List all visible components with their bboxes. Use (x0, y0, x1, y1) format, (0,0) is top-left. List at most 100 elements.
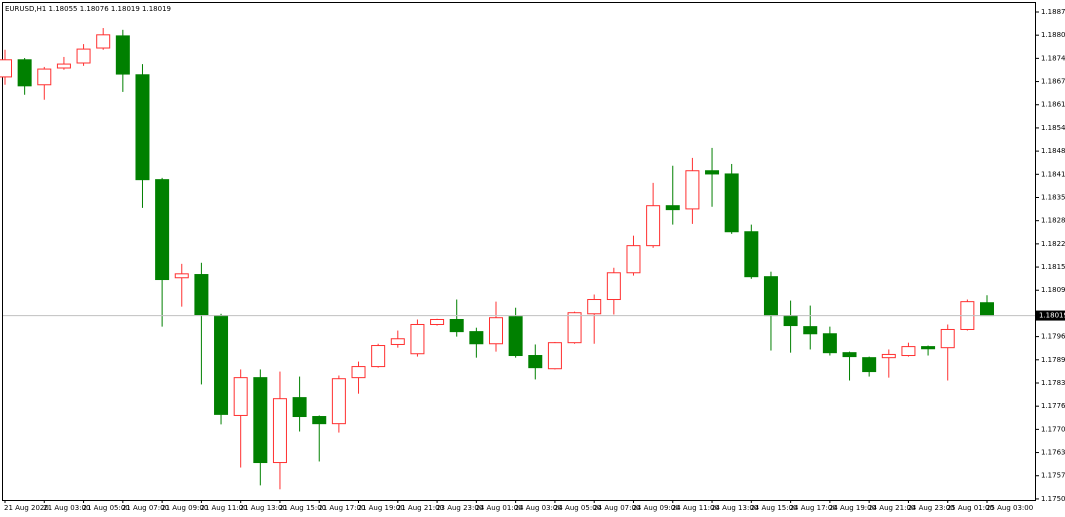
candle-body (390, 338, 405, 345)
y-tick-label: 1.17635 (1041, 449, 1065, 457)
x-tick-label: 24 Aug 05:00 (554, 504, 601, 512)
candle-body (430, 318, 445, 325)
candle-body (724, 173, 739, 233)
candle-body (665, 205, 680, 211)
candle-body (646, 205, 661, 247)
candle-body (547, 342, 562, 370)
candle-body (0, 59, 12, 78)
candle-body (214, 315, 229, 415)
y-tick-label: 1.17505 (1041, 495, 1065, 503)
candle-body (56, 63, 71, 69)
x-tick-label: 21 Aug 13:00 (240, 504, 287, 512)
candle-body (155, 179, 170, 281)
candle-body (940, 328, 955, 349)
last-price-box (1036, 310, 1065, 321)
y-tick-label: 1.17765 (1041, 402, 1065, 410)
x-tick-label: 23 Aug 23:00 (436, 504, 483, 512)
candle-body (685, 170, 700, 210)
candle-body (469, 331, 484, 345)
y-tick-label: 1.18090 (1041, 286, 1065, 294)
candle-body (881, 353, 896, 359)
x-tick-label: 25 Aug 03:00 (986, 504, 1033, 512)
last-price-label: 1.18019 (1039, 312, 1065, 320)
candle-body (763, 276, 778, 317)
x-tick-label: 21 Aug 11:00 (200, 504, 247, 512)
candle-body (980, 302, 994, 317)
y-tick-label: 1.18480 (1041, 147, 1065, 155)
x-tick-label: 25 Aug 01:00 (947, 504, 994, 512)
candle-body (489, 317, 503, 345)
candle-body (292, 397, 307, 418)
y-tick-label: 1.18805 (1041, 31, 1065, 39)
x-tick-label: 24 Aug 11:00 (672, 504, 719, 512)
x-tick-label: 21 Aug 05:00 (83, 504, 130, 512)
candle-body (194, 274, 209, 315)
y-tick-label: 1.18740 (1041, 54, 1065, 62)
y-tick-label: 1.18870 (1041, 8, 1065, 16)
x-tick-label: 21 Aug 21:00 (397, 504, 444, 512)
candle-body (312, 416, 327, 425)
candle-body (233, 377, 248, 416)
candle-body (626, 245, 641, 274)
y-tick-label: 1.17960 (1041, 333, 1065, 341)
x-tick-label: 24 Aug 03:00 (515, 504, 562, 512)
x-tick-label: 24 Aug 19:00 (829, 504, 876, 512)
x-tick-label: 24 Aug 09:00 (632, 504, 679, 512)
x-tick-label: 21 Aug 09:00 (161, 504, 208, 512)
y-tick-label: 1.18415 (1041, 170, 1065, 178)
candle-body (449, 318, 464, 333)
x-tick-label: 21 Aug 15:00 (279, 504, 326, 512)
y-tick-label: 1.18155 (1041, 263, 1065, 271)
x-tick-label: 24 Aug 23:00 (907, 504, 954, 512)
x-tick-label: 21 Aug 03:00 (43, 504, 90, 512)
candle-body (351, 366, 366, 379)
x-tick-label: 21 Aug 07:00 (122, 504, 169, 512)
candle-body (253, 377, 268, 464)
x-tick-label: 21 Aug 19:00 (358, 504, 405, 512)
candle-body (37, 68, 52, 86)
candle-body (587, 299, 602, 315)
y-tick-label: 1.17830 (1041, 379, 1065, 387)
candle-body (528, 355, 543, 369)
x-tick-label: 24 Aug 17:00 (790, 504, 837, 512)
candle-body (606, 272, 621, 301)
y-tick-label: 1.17570 (1041, 472, 1065, 480)
candle-body (135, 74, 150, 181)
plot-frame (2, 2, 1036, 501)
chart-title: EURUSD,H1 1.18055 1.18076 1.18019 1.1801… (5, 5, 171, 13)
x-tick-label: 24 Aug 13:00 (711, 504, 758, 512)
candle-body (508, 316, 523, 357)
candle-body (371, 345, 386, 368)
candle-body (331, 378, 346, 425)
candle-body (921, 346, 936, 350)
x-tick-label: 24 Aug 01:00 (475, 504, 522, 512)
y-tick-label: 1.18220 (1041, 240, 1065, 248)
candle-body (76, 48, 91, 64)
candle-body (783, 315, 798, 327)
x-tick-label: 24 Aug 21:00 (868, 504, 915, 512)
candle-body (272, 398, 287, 464)
candle-body (744, 231, 759, 278)
candle-body (96, 34, 111, 49)
candle-body (115, 35, 130, 75)
x-tick-label: 21 Aug 17:00 (318, 504, 365, 512)
candle-body (410, 323, 425, 355)
y-tick-label: 1.17700 (1041, 425, 1065, 433)
y-tick-label: 1.18285 (1041, 217, 1065, 225)
candle-body (901, 346, 916, 357)
candle-body (567, 312, 582, 344)
y-tick-label: 1.18675 (1041, 78, 1065, 86)
candle-body (174, 273, 189, 279)
y-tick-label: 1.18545 (1041, 124, 1065, 132)
x-tick-label: 24 Aug 07:00 (593, 504, 640, 512)
y-tick-label: 1.17895 (1041, 356, 1065, 364)
x-tick-label: 24 Aug 15:00 (750, 504, 797, 512)
candle-body (803, 326, 818, 335)
y-tick-label: 1.18610 (1041, 101, 1065, 109)
candle-body (705, 170, 720, 175)
candle-body (17, 59, 32, 87)
y-tick-label: 1.18350 (1041, 193, 1065, 201)
candle-body (842, 352, 857, 358)
